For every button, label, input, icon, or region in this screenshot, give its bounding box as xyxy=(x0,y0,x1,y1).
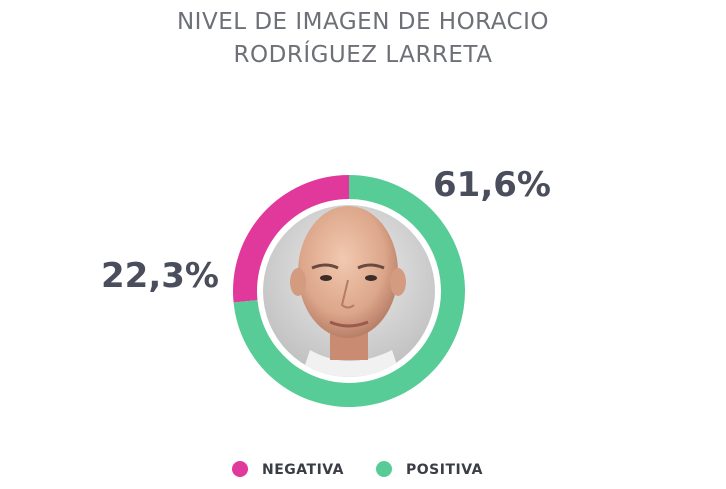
chart-title-line-1: NIVEL DE IMAGEN DE HORACIO xyxy=(176,9,550,35)
chart-title: NIVEL DE IMAGEN DE HORACIO RODRÍGUEZ LAR… xyxy=(0,6,726,72)
legend-swatch-negativa xyxy=(232,461,248,477)
legend-label-positiva: POSITIVA xyxy=(406,462,483,478)
legend: NEGATIVA POSITIVA xyxy=(232,461,483,478)
slice-negativa xyxy=(232,175,349,303)
label-negativa: 22,3% xyxy=(101,256,219,296)
center-portrait xyxy=(260,202,438,380)
label-positiva: 61,6% xyxy=(433,165,551,205)
chart-title-line-2: RODRÍGUEZ LARRETA xyxy=(233,42,493,68)
legend-label-negativa: NEGATIVA xyxy=(262,462,344,478)
donut-ring xyxy=(232,175,465,407)
legend-swatch-positiva xyxy=(376,461,392,477)
